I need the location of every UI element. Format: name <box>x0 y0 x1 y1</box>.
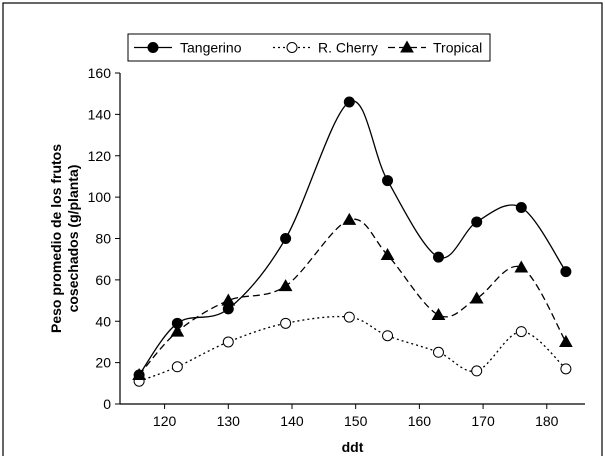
series-line-tropical <box>138 218 567 376</box>
data-point-tropical <box>221 293 236 306</box>
data-point-tropical <box>170 324 185 337</box>
data-point-r-cherry <box>222 336 234 348</box>
data-point-tangerino <box>382 175 394 187</box>
data-point-tangerino <box>280 233 292 244</box>
x-tick-label: 120 <box>153 413 177 429</box>
legend-marker <box>286 42 298 53</box>
y-tick-label: 120 <box>88 148 112 164</box>
legend: Tangerino R. Cherry Tropical <box>127 33 491 62</box>
legend-marker <box>147 42 159 53</box>
legend-label: Tropical <box>433 40 482 56</box>
y-axis-title-line: cosechados (g/planta) <box>65 165 81 313</box>
data-point-tangerino <box>560 266 572 278</box>
x-tick-label: 130 <box>217 413 241 429</box>
data-point-tropical <box>469 291 484 304</box>
data-point-tropical <box>132 368 146 381</box>
x-tick-label: 170 <box>471 413 495 429</box>
data-point-r-cherry <box>343 311 355 323</box>
legend-marker <box>400 40 414 53</box>
y-tick-label: 60 <box>95 272 111 288</box>
data-point-tropical <box>559 334 573 347</box>
legend-label: Tangerino <box>180 40 242 56</box>
y-tick-label: 140 <box>88 106 112 122</box>
x-axis-title: ddt <box>342 439 364 455</box>
y-tick-label: 100 <box>88 189 112 205</box>
data-point-r-cherry <box>560 363 572 375</box>
series-line-tangerino <box>138 100 567 376</box>
data-point-r-cherry <box>515 326 527 338</box>
data-point-r-cherry <box>280 317 292 329</box>
data-point-tropical <box>278 279 293 292</box>
data-point-tropical <box>342 212 357 225</box>
data-point-r-cherry <box>432 346 444 358</box>
series-line-r-cherry <box>138 315 567 382</box>
data-point-tangerino <box>471 216 483 228</box>
x-tick-label: 140 <box>280 413 304 429</box>
data-point-tangerino <box>432 251 444 263</box>
y-tick-label: 80 <box>95 231 111 247</box>
y-axis-title-line: Peso promedio de los frutos <box>48 144 64 333</box>
data-point-r-cherry <box>382 330 394 342</box>
data-point-r-cherry <box>171 361 183 373</box>
y-tick-label: 160 <box>88 65 112 81</box>
data-point-tropical <box>431 308 446 321</box>
x-tick-label: 150 <box>344 413 368 429</box>
x-tick-label: 160 <box>408 413 432 429</box>
data-point-tropical <box>380 248 395 261</box>
legend-label: R. Cherry <box>318 40 378 56</box>
data-point-r-cherry <box>471 365 483 377</box>
y-tick-label: 40 <box>95 313 111 329</box>
x-tick-label: 180 <box>535 413 559 429</box>
data-point-tangerino <box>515 201 527 213</box>
y-tick-label: 0 <box>103 396 111 412</box>
data-point-tangerino <box>343 96 355 108</box>
data-point-tropical <box>514 260 529 273</box>
y-tick-label: 20 <box>95 355 111 371</box>
